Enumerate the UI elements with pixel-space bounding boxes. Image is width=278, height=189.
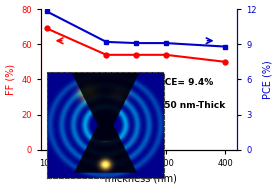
X-axis label: Thickness (nm): Thickness (nm) (102, 174, 177, 184)
Text: PCE= 9.4%: PCE= 9.4% (158, 78, 213, 87)
Text: 250 nm-Thick: 250 nm-Thick (158, 101, 225, 110)
Y-axis label: PCE (%): PCE (%) (262, 60, 272, 99)
Y-axis label: FF (%): FF (%) (6, 64, 16, 95)
